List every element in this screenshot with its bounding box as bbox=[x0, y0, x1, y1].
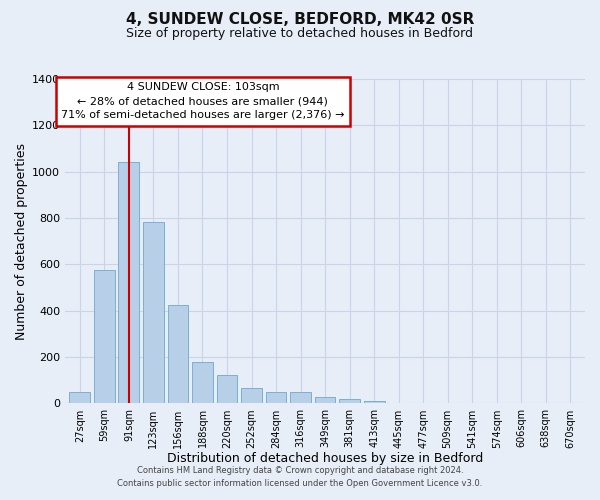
Text: 4 SUNDEW CLOSE: 103sqm
← 28% of detached houses are smaller (944)
71% of semi-de: 4 SUNDEW CLOSE: 103sqm ← 28% of detached… bbox=[61, 82, 344, 120]
Bar bbox=[192, 362, 213, 404]
Bar bbox=[241, 388, 262, 404]
Bar bbox=[339, 400, 360, 404]
Bar bbox=[143, 222, 164, 404]
Bar bbox=[266, 392, 286, 404]
Bar bbox=[364, 401, 385, 404]
Text: Size of property relative to detached houses in Bedford: Size of property relative to detached ho… bbox=[127, 28, 473, 40]
Bar bbox=[290, 392, 311, 404]
Bar bbox=[118, 162, 139, 404]
Bar bbox=[314, 397, 335, 404]
Bar bbox=[167, 305, 188, 404]
Bar bbox=[70, 392, 90, 404]
Text: Contains HM Land Registry data © Crown copyright and database right 2024.
Contai: Contains HM Land Registry data © Crown c… bbox=[118, 466, 482, 487]
Bar bbox=[94, 270, 115, 404]
Bar bbox=[217, 374, 238, 404]
X-axis label: Distribution of detached houses by size in Bedford: Distribution of detached houses by size … bbox=[167, 452, 483, 465]
Text: 4, SUNDEW CLOSE, BEDFORD, MK42 0SR: 4, SUNDEW CLOSE, BEDFORD, MK42 0SR bbox=[126, 12, 474, 28]
Y-axis label: Number of detached properties: Number of detached properties bbox=[15, 142, 28, 340]
